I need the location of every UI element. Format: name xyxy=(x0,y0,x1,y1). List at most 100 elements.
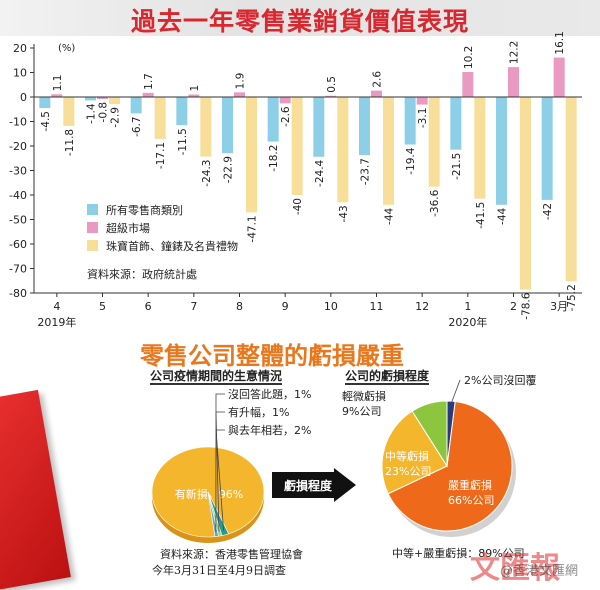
data-label: -17.1 xyxy=(155,142,167,169)
bar xyxy=(565,97,577,282)
x-tick-label: 3月 xyxy=(550,300,568,313)
arrow-graphic xyxy=(272,468,356,502)
bar xyxy=(313,97,325,157)
legend-label: 珠寶首飾、鐘錶及名貴禮物 xyxy=(106,239,238,253)
data-label: -42 xyxy=(542,203,554,220)
data-label: 16.1 xyxy=(554,31,566,54)
data-label: -75.2 xyxy=(566,284,578,311)
unit-label: (%) xyxy=(58,43,75,54)
main-title: 過去一年零售業銷貨價值表現 xyxy=(130,7,469,36)
data-label: -11.5 xyxy=(177,128,189,155)
pie2-label: 66%公司 xyxy=(448,494,494,507)
bar xyxy=(553,57,565,97)
x-tick-label: 11 xyxy=(370,300,384,313)
pie1-callout-line xyxy=(215,411,225,532)
data-label: -36.6 xyxy=(429,189,441,216)
bar xyxy=(142,92,154,97)
x-tick-label: 10 xyxy=(324,300,338,313)
bar xyxy=(325,95,337,97)
pie2-title: 公司的虧損程度 xyxy=(345,369,430,385)
data-label: 12.2 xyxy=(509,41,521,64)
data-label: 0.5 xyxy=(326,76,338,93)
bar xyxy=(383,97,394,205)
data-label: 1.7 xyxy=(143,73,155,90)
bar xyxy=(428,97,440,187)
data-label: -24.4 xyxy=(314,159,326,186)
bar xyxy=(450,97,462,150)
survey-source-1: 資料來源：香港零售管理協會 xyxy=(160,548,303,561)
section-title: 零售公司整體的虧損嚴重 xyxy=(140,341,404,370)
x-tick-label: 6 xyxy=(145,300,152,313)
bar xyxy=(496,97,507,205)
pie2-slice xyxy=(381,410,448,495)
data-label: -78.6 xyxy=(521,292,533,319)
watermark-handle: @香港文匯網 xyxy=(500,564,579,579)
pie2-label: 23%公司 xyxy=(385,465,431,478)
data-label: -22.9 xyxy=(223,156,235,183)
pie2-slice xyxy=(387,400,513,532)
x-tick-label: 12 xyxy=(415,300,429,313)
y-tick-label: -50 xyxy=(9,214,27,227)
bar xyxy=(404,97,416,145)
data-label: 1.9 xyxy=(235,73,247,90)
y-tick-label: -80 xyxy=(9,287,27,300)
bar xyxy=(508,67,519,97)
bar xyxy=(267,97,279,142)
y-tick-label: 20 xyxy=(13,42,27,55)
data-label: 1 xyxy=(189,85,201,92)
pie2-callout-label: 2%公司沒回覆 xyxy=(464,373,536,387)
legend-swatch xyxy=(87,204,98,215)
bar xyxy=(234,92,245,97)
x-tick-label: 4 xyxy=(53,300,60,313)
pie2-footnote: 中等+嚴重虧損：89%公司 xyxy=(392,546,525,560)
x-tick-label: 1 xyxy=(464,300,471,313)
bar xyxy=(130,97,142,114)
data-label: -18.2 xyxy=(268,145,280,172)
data-label: 1.1 xyxy=(52,75,64,92)
bar xyxy=(416,97,428,105)
bar xyxy=(39,97,51,109)
legend-label: 超級市場 xyxy=(106,221,150,235)
y-tick-label: -10 xyxy=(9,116,27,129)
data-label: -11.8 xyxy=(64,129,76,156)
data-label: -19.4 xyxy=(405,147,417,174)
x-tick-label: 5 xyxy=(99,300,106,313)
pie2-callout-line xyxy=(450,379,461,405)
y-tick-label: 0 xyxy=(20,91,27,104)
pie1-callout-line xyxy=(215,429,225,531)
pie1-callout-label: 與去年相若，2% xyxy=(228,423,311,437)
data-label: -1.4 xyxy=(86,103,98,124)
survey-source-2: 今年3月31日至4月9日調查 xyxy=(152,564,286,577)
data-label: -40 xyxy=(292,198,304,215)
pie2-label: 中等虧損 xyxy=(385,449,429,463)
data-label: -4.5 xyxy=(40,111,52,132)
pie1-callout-label: 沒回答此題，1% xyxy=(228,387,311,401)
bar xyxy=(246,97,257,213)
pie2-label: 輕微虧損 xyxy=(342,389,386,403)
pie-charts: 有新損，96%沒回答此題，1%有升幅，1%與去年相若，2%嚴重虧損66%公司中等… xyxy=(151,373,536,560)
y-tick-label: -70 xyxy=(9,263,27,276)
bar xyxy=(462,72,474,97)
data-label: -47.1 xyxy=(247,215,259,242)
pie2-label: 嚴重虧損 xyxy=(448,478,492,492)
data-label: -3.1 xyxy=(417,108,429,129)
x-tick-label: 2 xyxy=(510,300,517,313)
data-label: 10.2 xyxy=(463,46,475,69)
pie1-label-main: 有新損，96% xyxy=(175,487,243,501)
data-label: -2.6 xyxy=(280,106,292,127)
pie2-slice xyxy=(446,400,456,467)
data-label: -6.7 xyxy=(131,116,143,137)
y-tick-label: -30 xyxy=(9,165,27,178)
legend-swatch xyxy=(87,222,98,233)
bar xyxy=(51,94,63,97)
data-label: -41.5 xyxy=(475,202,487,229)
x-tick-label: 7 xyxy=(190,300,197,313)
y-tick-label: -20 xyxy=(9,140,27,153)
bar xyxy=(279,97,291,104)
bar xyxy=(176,97,188,126)
bar xyxy=(154,97,166,139)
pie1-title: 公司疫情期間的生意情況 xyxy=(150,369,283,385)
x-tick-label: 9 xyxy=(282,300,289,313)
y-tick-label: -60 xyxy=(9,238,27,251)
bar xyxy=(222,97,233,154)
